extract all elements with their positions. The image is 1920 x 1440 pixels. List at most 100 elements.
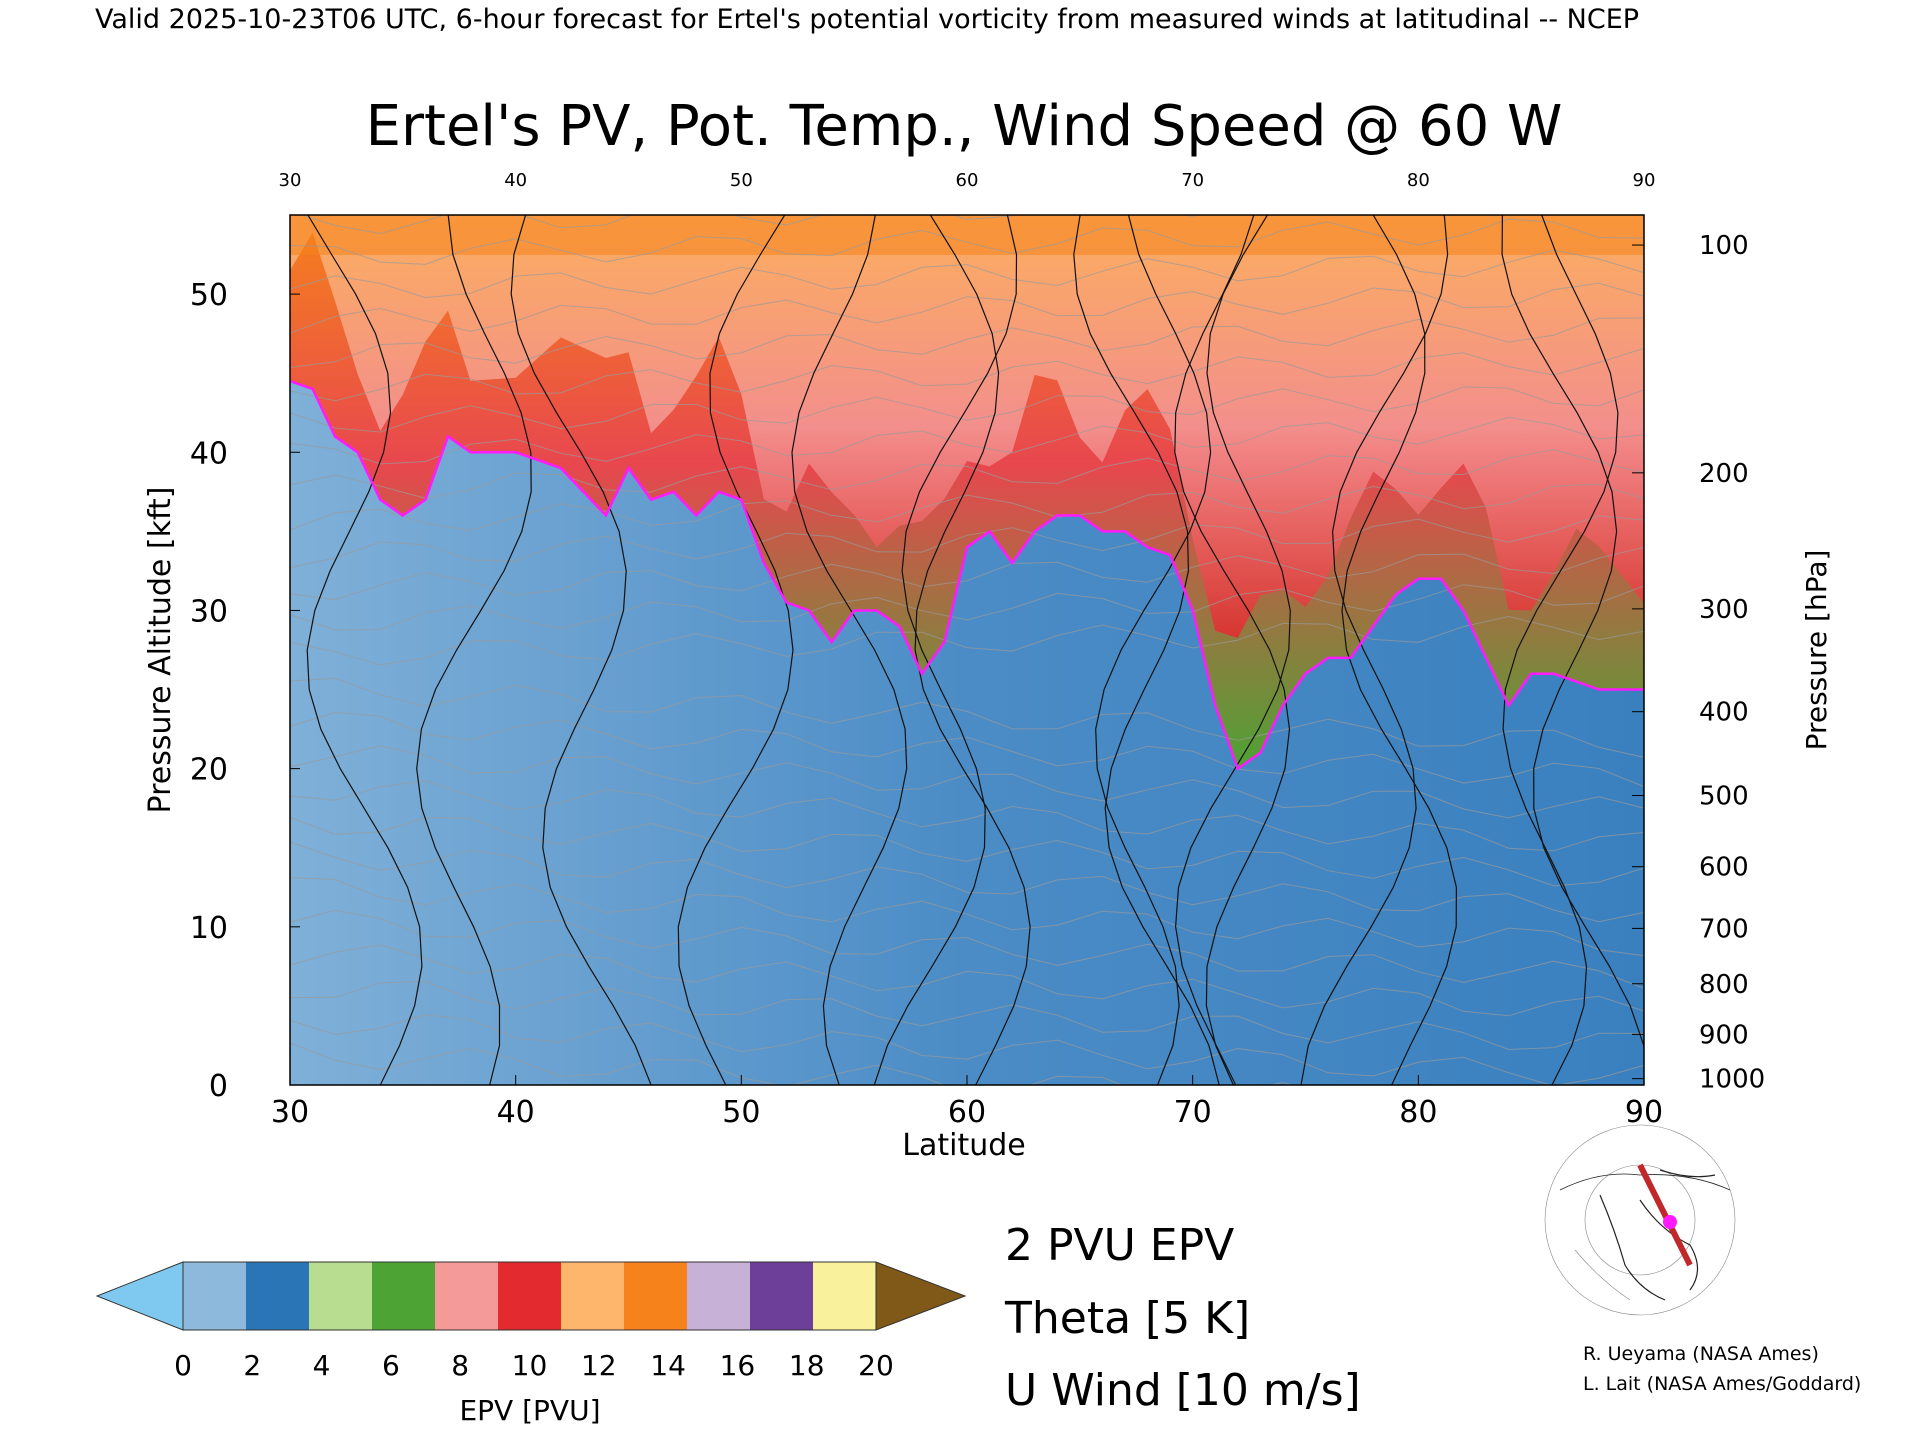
colorbar-tick-label: 6 — [382, 1349, 400, 1382]
chart-title: Ertel's PV, Pot. Temp., Wind Speed @ 60 … — [366, 94, 1563, 159]
colorbar-label: EPV [PVU] — [459, 1394, 600, 1427]
y-tick-label: 0 — [209, 1069, 228, 1104]
colorbar-segment — [246, 1262, 310, 1330]
y-tick-label: 40 — [190, 436, 228, 471]
y-axis: 0 10 20 30 40 50 — [190, 278, 300, 1104]
theta-contour — [290, 841, 1644, 923]
pressure-tick-label: 600 — [1699, 853, 1749, 883]
theta-contour — [290, 317, 1644, 368]
colorbar-frame — [182, 1261, 877, 1331]
x-tick-label: 80 — [1399, 1095, 1437, 1130]
pressure-axis-label: Pressure [hPa] — [1800, 550, 1833, 751]
u-wind-contour — [1095, 215, 1212, 1085]
legend-theta: Theta [5 K] — [1004, 1293, 1250, 1344]
colorbar-segment — [561, 1262, 625, 1330]
stratosphere-upper-field — [290, 215, 1644, 638]
theta-contour — [290, 449, 1644, 499]
colorbar-under-arrow — [95, 1261, 184, 1331]
theta-contour — [290, 1042, 1295, 1085]
pressure-axis: 100 200 300 400 500 600 700 800 900 1000 — [1632, 231, 1765, 1095]
locator-map — [1544, 1124, 1740, 1316]
y-tick-label: 10 — [190, 911, 228, 946]
x-top-tick-label: 60 — [956, 170, 979, 191]
tropopause-2pvu-line — [290, 379, 1644, 771]
u-wind-contour — [1501, 215, 1644, 1054]
legend-epv: 2 PVU EPV — [1005, 1220, 1234, 1271]
theta-contour — [290, 1014, 1644, 1085]
pressure-tick-label: 700 — [1699, 914, 1749, 944]
theta-contour — [290, 780, 1644, 852]
colorbar-segment — [624, 1262, 688, 1330]
theta-contour — [290, 218, 1644, 265]
theta-contour — [290, 944, 1644, 1017]
pressure-tick-label: 500 — [1699, 782, 1749, 812]
u-wind-contour — [1300, 215, 1449, 1085]
x-top-tick-label: 30 — [279, 170, 302, 191]
u-wind-contour — [1341, 215, 1458, 1085]
theta-contour — [290, 249, 1644, 299]
colorbar-tick-label: 4 — [313, 1349, 331, 1382]
pressure-tick-label: 400 — [1699, 698, 1749, 728]
theta-contour — [290, 515, 1644, 569]
colorbar-tick-label: 10 — [512, 1349, 548, 1382]
theta-contour — [290, 483, 1644, 532]
theta-contour — [290, 909, 1644, 989]
colorbar-tick-label: 12 — [581, 1349, 617, 1382]
colorbar-tick-label: 14 — [650, 1349, 686, 1382]
x-tick-label: 60 — [948, 1095, 986, 1130]
locator-point — [1663, 1215, 1677, 1229]
colorbar-tick-label: 16 — [720, 1349, 756, 1382]
theta-contour — [290, 347, 1644, 402]
theta-contour — [290, 980, 1644, 1051]
colorbar-tick-label: 8 — [451, 1349, 469, 1382]
plot-area — [290, 215, 1644, 1085]
pressure-tick-label: 1000 — [1699, 1065, 1765, 1095]
y-axis-label: Pressure Altitude [kft] — [143, 487, 178, 814]
theta-contour — [290, 416, 1644, 465]
u-wind-contour — [677, 215, 794, 1085]
pressure-tick-label: 300 — [1699, 595, 1749, 625]
u-wind-contour — [914, 215, 1031, 1085]
y-tick-label: 50 — [190, 278, 228, 313]
colorbar-segment — [372, 1262, 436, 1330]
u-wind-contours — [306, 215, 1644, 1085]
colorbar-segment — [750, 1262, 814, 1330]
x-tick-label: 90 — [1625, 1095, 1663, 1130]
colorbar-tick-label: 18 — [789, 1349, 825, 1382]
theta-contour — [290, 711, 1644, 788]
x-tick-label: 50 — [722, 1095, 760, 1130]
colorbar-over-arrow — [875, 1261, 967, 1331]
x-top-tick-label: 90 — [1633, 170, 1656, 191]
x-top-tick-label: 40 — [504, 170, 527, 191]
x-top-tick-label: 80 — [1407, 170, 1430, 191]
theta-contour — [290, 877, 1644, 957]
u-wind-contour — [306, 215, 423, 1085]
theta-contour — [299, 215, 1200, 235]
colorbar-tick-label: 2 — [243, 1349, 261, 1382]
colorbar-segment — [183, 1262, 247, 1330]
x-tick-label: 70 — [1174, 1095, 1212, 1130]
pressure-tick-label: 200 — [1699, 459, 1749, 489]
theta-contour — [290, 615, 1644, 666]
theta-contour — [290, 677, 1644, 758]
colorbar-segment — [687, 1262, 751, 1330]
x-top-tick-label: 70 — [1181, 170, 1204, 191]
u-wind-contour — [1174, 215, 1291, 1085]
credit-line-1: R. Ueyama (NASA Ames) — [1583, 1343, 1819, 1365]
theta-contours — [290, 215, 1644, 1085]
theta-contour — [290, 816, 1644, 887]
legend-u-wind: U Wind [10 m/s] — [1005, 1365, 1361, 1416]
u-wind-contour — [1174, 215, 1291, 1085]
credit-line-2: L. Lait (NASA Ames/Goddard) — [1583, 1373, 1861, 1395]
header-text: Valid 2025-10-23T06 UTC, 6-hour forecast… — [95, 4, 1639, 35]
colorbar: 0 2 4 6 8 10 12 14 16 18 20 — [95, 1261, 967, 1382]
theta-contour — [290, 584, 1644, 631]
u-wind-contour — [791, 215, 908, 1085]
colorbar-segment — [813, 1262, 877, 1330]
pressure-tick-label: 900 — [1699, 1020, 1749, 1050]
y-tick-label: 30 — [190, 594, 228, 629]
x-axis: 30 40 50 60 70 80 90 — [271, 1075, 1663, 1130]
top-band — [290, 215, 1644, 255]
x-axis-label: Latitude — [902, 1128, 1025, 1163]
